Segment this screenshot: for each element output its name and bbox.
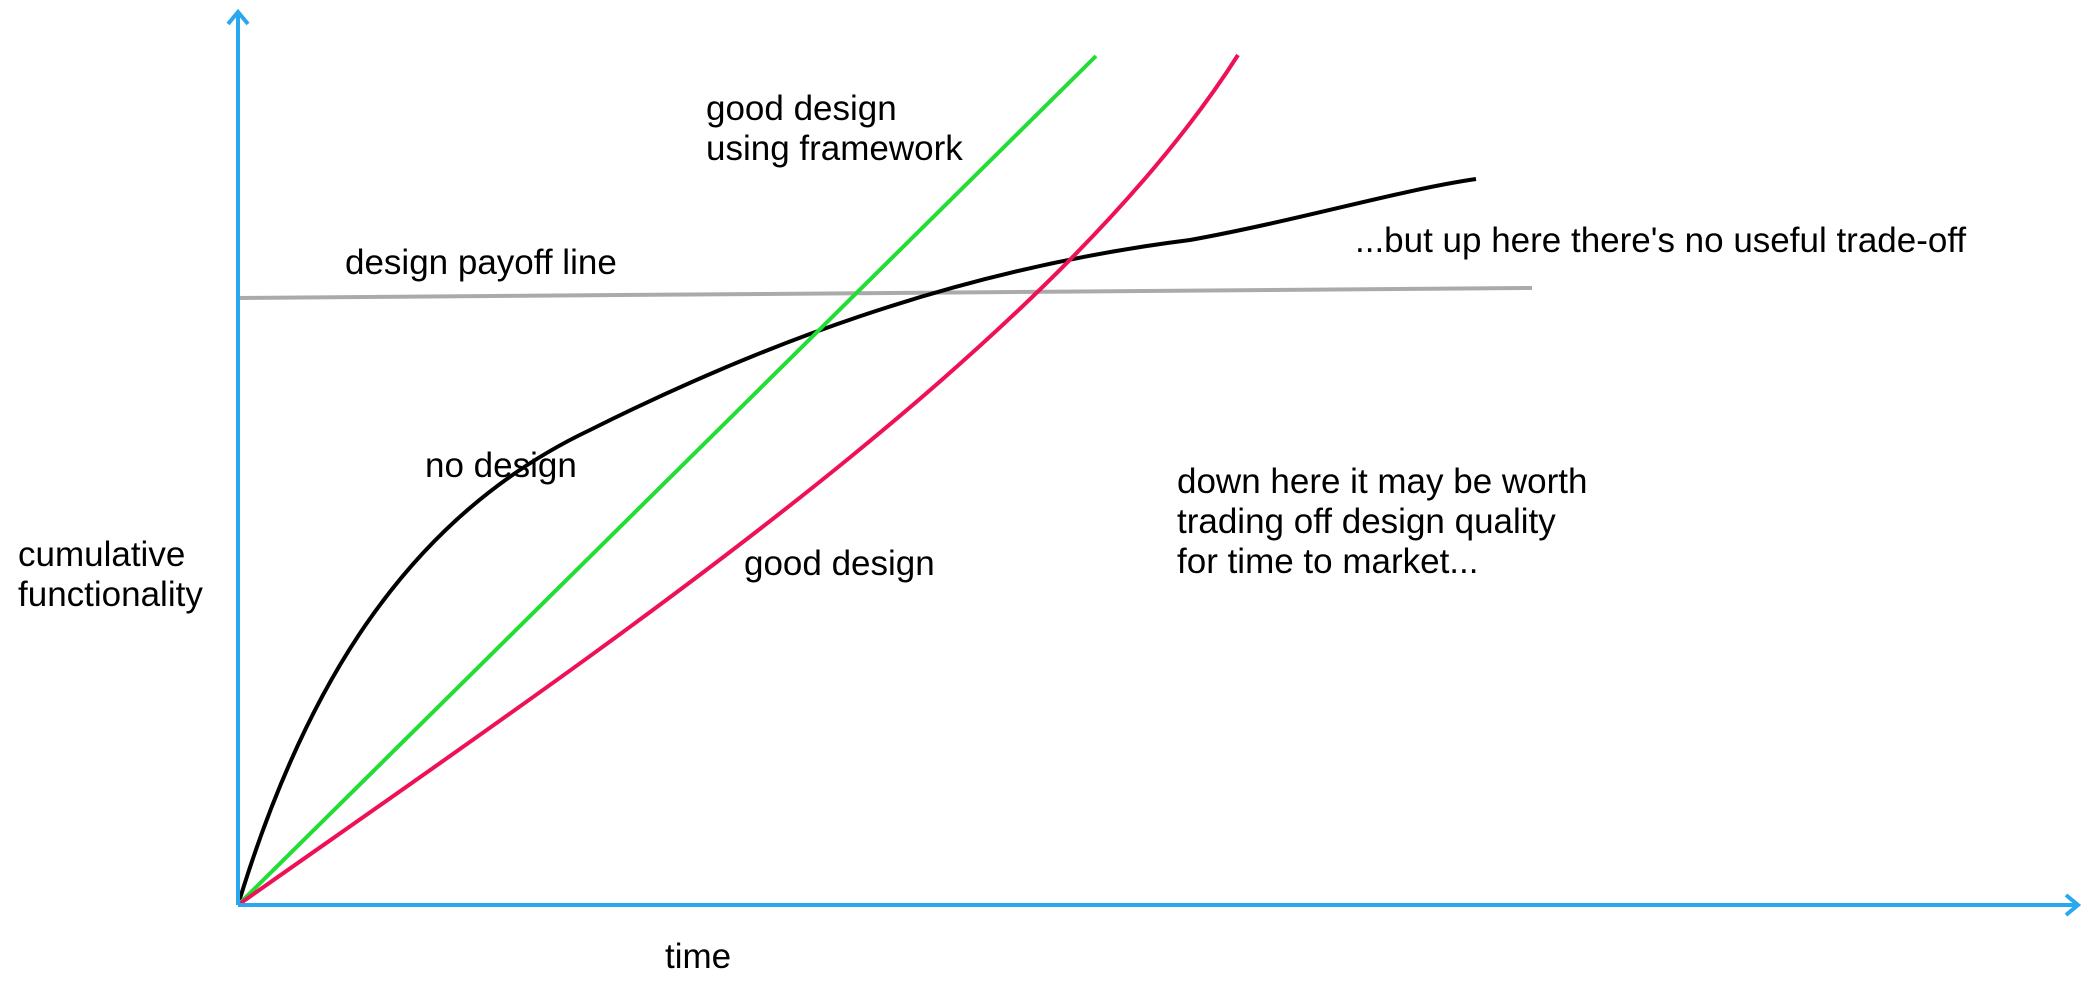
axes — [226, 8, 2082, 917]
good-design-label: good design — [744, 544, 935, 583]
down-here-line-2: trading off design quality — [1177, 502, 1556, 541]
payoff-line — [236, 286, 1533, 300]
no-design-label: no design — [425, 446, 577, 485]
y-axis-arrowhead — [226, 8, 250, 26]
series-no-design — [236, 177, 1477, 906]
framework-label-line-2: using framework — [706, 129, 963, 168]
x-axis-label: time — [665, 937, 731, 976]
series-good-design — [236, 53, 1240, 907]
framework-label-line-1: good design — [706, 89, 897, 128]
y-axis-label-line-2: functionality — [18, 575, 203, 614]
down-here-line-1: down here it may be worth — [1177, 462, 1587, 501]
payoff-line-label: design payoff line — [345, 243, 617, 282]
up-here-label: ...but up here there's no useful trade-o… — [1355, 221, 1966, 260]
series-good-design-framework — [236, 54, 1098, 907]
x-axis-arrowhead — [2064, 893, 2082, 917]
y-axis-label-line-1: cumulative — [18, 535, 185, 574]
down-here-line-3: for time to market... — [1177, 542, 1478, 581]
